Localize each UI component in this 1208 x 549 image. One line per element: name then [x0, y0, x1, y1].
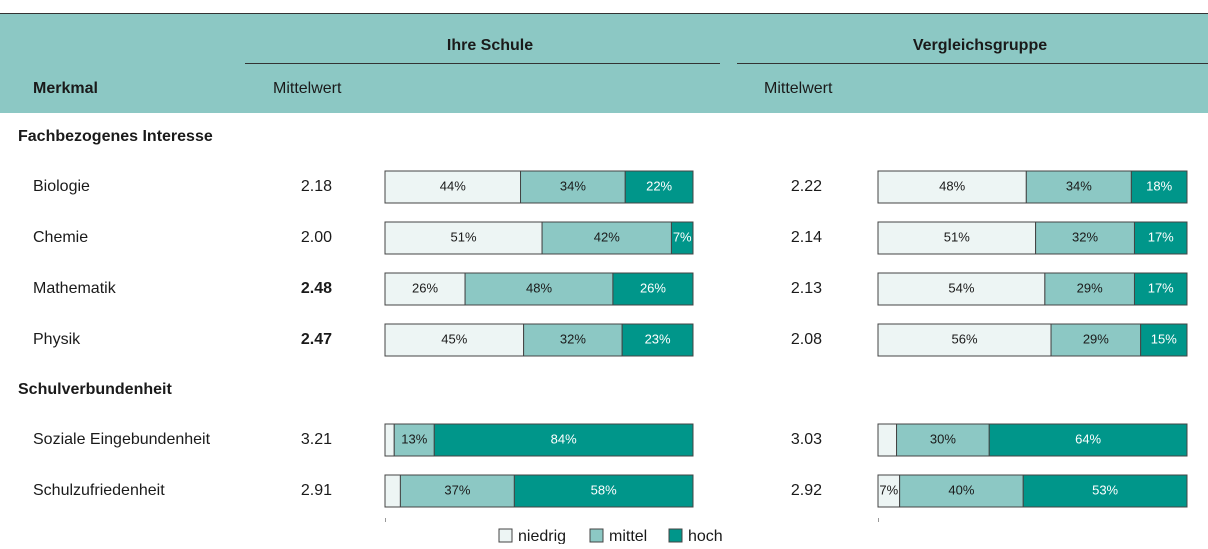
segment-label: 48%	[939, 178, 965, 193]
segment-label: 34%	[1066, 178, 1092, 193]
segment-label: 15%	[1151, 331, 1177, 346]
row-label: Biologie	[33, 178, 90, 195]
bar-segment	[1022, 474, 1188, 508]
mean-value: 2.22	[791, 178, 822, 195]
segment-label: 7%	[673, 229, 692, 244]
mean-value: 2.08	[791, 331, 822, 348]
bar-segment	[541, 221, 672, 255]
segment-label: 29%	[1077, 280, 1103, 295]
legend-label: niedrig	[518, 528, 566, 544]
bar-segment	[1044, 272, 1135, 306]
bar-segment	[621, 323, 694, 357]
bar-segment	[612, 272, 694, 306]
bar-segment	[877, 423, 898, 457]
segment-label: 26%	[640, 280, 666, 295]
bar-segment	[670, 221, 694, 255]
segment-label: 56%	[952, 331, 978, 346]
legend-label: hoch	[688, 528, 723, 544]
mean-value: 2.92	[791, 482, 822, 499]
bar-segment	[464, 272, 614, 306]
segment-label: 26%	[412, 280, 438, 295]
row-label: Schulzufriedenheit	[33, 482, 165, 499]
bar-segment	[988, 423, 1188, 457]
segment-label: 32%	[1072, 229, 1098, 244]
segment-label: 37%	[444, 482, 470, 497]
bar-segment	[1140, 323, 1188, 357]
segment-label: 23%	[645, 331, 671, 346]
mean-value: 2.48	[301, 280, 332, 297]
bar-segment	[877, 272, 1046, 306]
mean-value: 2.14	[791, 229, 822, 246]
segment-label: 40%	[948, 482, 974, 497]
group-title: Ihre Schule	[447, 37, 533, 54]
segment-label: 18%	[1146, 178, 1172, 193]
bar-segment	[384, 423, 395, 457]
section-title: Schulverbundenheit	[18, 381, 172, 398]
bar-segment	[1133, 272, 1188, 306]
segment-label: 51%	[944, 229, 970, 244]
mean-value: 2.13	[791, 280, 822, 297]
bar-segment	[877, 170, 1027, 204]
bar-segment	[896, 423, 990, 457]
mean-value: 3.03	[791, 431, 822, 448]
segment-label: 44%	[440, 178, 466, 193]
section-title: Fachbezogenes Interesse	[18, 128, 213, 145]
segment-label: 17%	[1148, 280, 1174, 295]
column-header: Merkmal	[33, 80, 98, 97]
bar-segment	[624, 170, 694, 204]
row-label: Mathematik	[33, 280, 117, 297]
bar-segment	[384, 170, 522, 204]
segment-label: 58%	[591, 482, 617, 497]
segment-label: 42%	[594, 229, 620, 244]
bar-segment	[384, 221, 543, 255]
column-header: Mittelwert	[273, 80, 342, 97]
segment-label: 7%	[879, 482, 898, 497]
segment-label: 29%	[1083, 331, 1109, 346]
segment-label: 45%	[441, 331, 467, 346]
bar-segment	[877, 221, 1037, 255]
group-title: Vergleichsgruppe	[913, 37, 1047, 54]
segment-label: 51%	[451, 229, 477, 244]
mean-value: 2.47	[301, 331, 332, 348]
segment-label: 17%	[1148, 229, 1174, 244]
bar-segment	[393, 423, 435, 457]
segment-label: 22%	[646, 178, 672, 193]
legend-label: mittel	[609, 528, 647, 544]
mean-value: 2.00	[301, 229, 332, 246]
row-label: Chemie	[33, 229, 88, 246]
segment-label: 54%	[948, 280, 974, 295]
bar-segment	[384, 323, 525, 357]
bar-segment	[384, 474, 401, 508]
bar-segment	[1133, 221, 1188, 255]
segment-label: 53%	[1092, 482, 1118, 497]
bar-segment	[433, 423, 694, 457]
mean-value: 2.18	[301, 178, 332, 195]
segment-label: 32%	[560, 331, 586, 346]
segment-label: 48%	[526, 280, 552, 295]
row-label: Physik	[33, 331, 81, 348]
segment-label: 30%	[930, 431, 956, 446]
row-label: Soziale Eingebundenheit	[33, 431, 211, 448]
bar-segment	[1130, 170, 1188, 204]
bar-segment	[1025, 170, 1132, 204]
segment-label: 84%	[551, 431, 577, 446]
column-header: Mittelwert	[764, 80, 833, 97]
bar-segment	[523, 323, 623, 357]
bar-segment	[1035, 221, 1135, 255]
legend-swatch	[498, 528, 513, 543]
bar-segment	[399, 474, 515, 508]
bar-segment	[899, 474, 1024, 508]
segment-label: 64%	[1075, 431, 1101, 446]
bar-segment	[513, 474, 694, 508]
legend-swatch	[589, 528, 604, 543]
bar-segment	[1050, 323, 1142, 357]
legend-swatch	[668, 528, 683, 543]
bar-segment	[877, 323, 1052, 357]
mean-value: 3.21	[301, 431, 332, 448]
segment-label: 34%	[560, 178, 586, 193]
mean-value: 2.91	[301, 482, 332, 499]
segment-label: 13%	[401, 431, 427, 446]
